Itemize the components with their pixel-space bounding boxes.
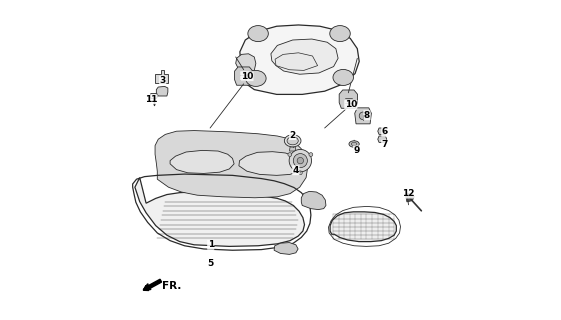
Polygon shape: [155, 131, 307, 198]
Polygon shape: [355, 108, 371, 124]
Polygon shape: [271, 39, 338, 74]
Text: 10: 10: [241, 72, 253, 81]
Ellipse shape: [330, 26, 350, 42]
Polygon shape: [330, 212, 396, 242]
Circle shape: [309, 153, 313, 156]
Polygon shape: [170, 150, 234, 173]
Polygon shape: [236, 54, 256, 74]
Text: 7: 7: [381, 140, 388, 149]
Text: 2: 2: [289, 131, 296, 140]
Circle shape: [297, 157, 304, 164]
Circle shape: [359, 112, 367, 120]
Polygon shape: [240, 25, 359, 94]
Circle shape: [293, 154, 307, 168]
Text: 3: 3: [160, 76, 166, 85]
Polygon shape: [150, 93, 157, 99]
Polygon shape: [239, 152, 302, 175]
Polygon shape: [234, 67, 253, 85]
Text: FR.: FR.: [162, 281, 181, 291]
Polygon shape: [157, 86, 168, 96]
Ellipse shape: [248, 26, 268, 42]
Polygon shape: [378, 136, 387, 142]
Text: 5: 5: [208, 259, 214, 268]
Text: 12: 12: [402, 189, 415, 198]
FancyArrow shape: [143, 279, 162, 291]
Circle shape: [289, 149, 311, 172]
Polygon shape: [405, 193, 414, 202]
Circle shape: [298, 171, 302, 175]
Text: 9: 9: [353, 146, 360, 155]
Polygon shape: [274, 243, 298, 254]
Ellipse shape: [349, 141, 359, 147]
Text: 4: 4: [293, 166, 299, 175]
Polygon shape: [155, 70, 168, 83]
Polygon shape: [301, 191, 326, 210]
Ellipse shape: [287, 137, 298, 145]
Polygon shape: [339, 90, 357, 108]
Text: 1: 1: [208, 240, 214, 249]
Text: 10: 10: [344, 100, 357, 109]
Ellipse shape: [333, 69, 353, 85]
Text: 8: 8: [364, 111, 370, 120]
Circle shape: [288, 153, 292, 156]
Ellipse shape: [351, 142, 357, 146]
Polygon shape: [135, 178, 305, 246]
Polygon shape: [289, 147, 296, 151]
Ellipse shape: [246, 70, 266, 86]
Polygon shape: [378, 128, 387, 134]
Polygon shape: [275, 53, 318, 70]
Text: 11: 11: [145, 95, 157, 104]
Ellipse shape: [284, 135, 301, 147]
Text: 6: 6: [381, 127, 388, 136]
